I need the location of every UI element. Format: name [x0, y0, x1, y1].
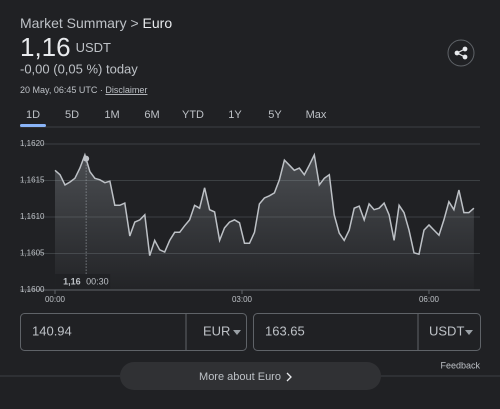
y-tick-label: 1,1615 [20, 176, 45, 185]
line [54, 152, 475, 256]
price-line: 1,16 USDT [20, 32, 111, 62]
separator: > [130, 15, 138, 31]
plot: 1,1600 1,1605 1,1610 1,1615 1,1620 00:00 03:00… [20, 139, 480, 304]
y-tick-label: 1,1600 [20, 285, 45, 294]
tab-indicator [20, 124, 46, 127]
share-button[interactable] [447, 39, 475, 67]
breadcrumb: Market Summary > Euro [20, 15, 172, 31]
breadcrumb-current: Euro [143, 15, 173, 31]
feedback[interactable]: Feedback [440, 360, 480, 370]
chevron [286, 372, 292, 382]
breadcrumb-root[interactable]: Market Summary [20, 15, 127, 31]
x-tick-label: 00:00 [45, 295, 66, 304]
currency: USDT [76, 40, 111, 55]
change: -0,00 (0,05 %) today [20, 61, 138, 76]
dropdown-arrow [465, 330, 473, 335]
price: 1,16 [20, 32, 71, 62]
disclaimer[interactable]: Disclaimer [105, 85, 147, 95]
tab[interactable]: 1M [104, 109, 119, 121]
to-amount[interactable]: 163.65 [265, 323, 305, 338]
from-currency[interactable]: EUR [203, 323, 230, 338]
tab[interactable]: 6M [144, 109, 159, 121]
tooltip [55, 274, 111, 289]
dropdown-arrow [233, 330, 241, 335]
timestamp-line: 20 May, 06:45 UTC · Disclaimer [20, 85, 147, 95]
timestamp: 20 May, 06:45 UTC [20, 85, 98, 95]
to-box[interactable] [253, 313, 481, 351]
tab[interactable]: 5D [65, 109, 79, 121]
tab[interactable]: 5Y [268, 109, 282, 121]
tab[interactable]: Max [306, 109, 327, 121]
y-tick-label: 1,1620 [20, 139, 45, 148]
share-icon [454, 46, 468, 60]
more-button-label: More about Euro [199, 371, 281, 383]
from-box[interactable] [20, 313, 247, 351]
tab[interactable]: YTD [182, 109, 204, 121]
tabs: 1D 5D 1M 6M YTD 1Y 5Y Max [20, 109, 327, 127]
y-tick-label: 1,1605 [20, 249, 45, 258]
y-tick-label: 1,1610 [20, 212, 45, 221]
tooltip-value: 1,16 [63, 276, 81, 286]
tab[interactable]: 1Y [228, 109, 242, 121]
cursor-dot [83, 155, 90, 162]
from-amount[interactable]: 140.94 [32, 323, 72, 338]
x-tick-label: 03:00 [232, 295, 253, 304]
to-currency[interactable]: USDT [429, 323, 464, 338]
tab[interactable]: 1D [26, 109, 40, 121]
area [55, 154, 474, 290]
x-tick-label: 06:00 [419, 295, 440, 304]
tooltip-time: 00:30 [86, 276, 109, 286]
more-button[interactable] [120, 362, 381, 390]
dot: · [100, 85, 103, 95]
